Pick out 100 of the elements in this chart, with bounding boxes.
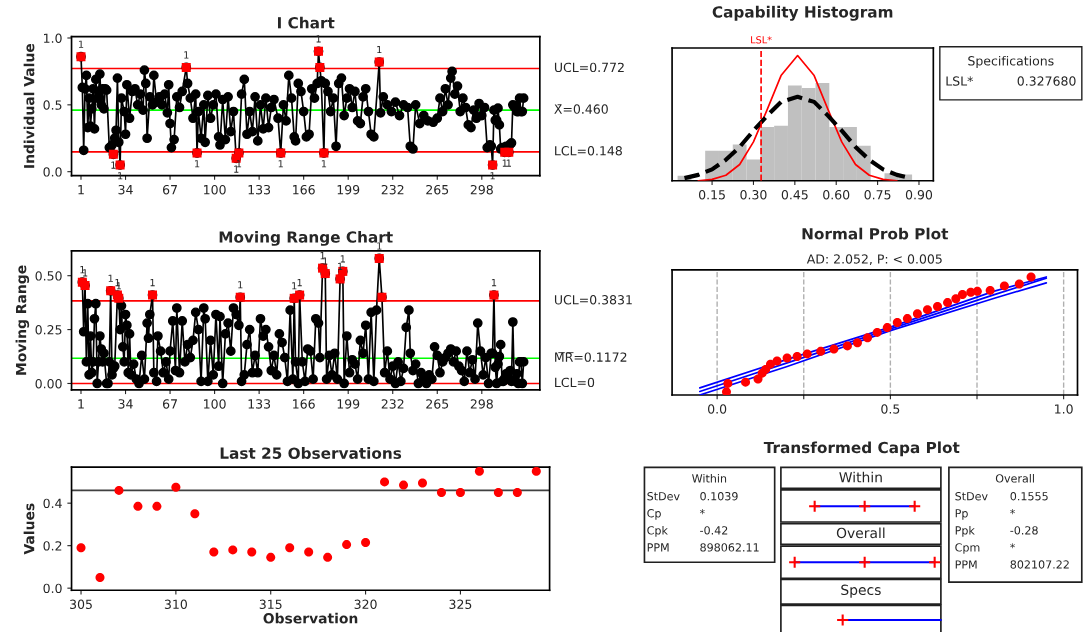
x-tick-label: 0.15 bbox=[698, 190, 725, 200]
annotation: 1 bbox=[184, 51, 189, 59]
y-tick-label: 0.4 bbox=[43, 498, 62, 509]
annotation: 1 bbox=[236, 160, 242, 168]
x-tick-label: 320 bbox=[354, 599, 377, 609]
y-axis-title: Values bbox=[23, 503, 35, 555]
text: Cpk bbox=[647, 525, 668, 537]
ref-line-label: X̄=0.460 bbox=[554, 104, 608, 114]
text: 898062.11 bbox=[700, 543, 759, 552]
x-tick-label: 0.30 bbox=[740, 190, 767, 200]
chart-title: I Chart bbox=[277, 16, 335, 29]
y-tick-label: 0.2 bbox=[43, 541, 62, 551]
x-tick-label: 315 bbox=[259, 599, 282, 609]
x-tick-label: 0.45 bbox=[781, 190, 808, 200]
ref-line-label: LCL=0.148 bbox=[555, 146, 622, 156]
annotation: 1 bbox=[80, 266, 85, 274]
text: Within bbox=[839, 471, 882, 483]
y-tick-label: 0.00 bbox=[35, 378, 62, 389]
text: 802107.22 bbox=[1010, 560, 1069, 569]
text: Within bbox=[692, 474, 727, 483]
x-tick-label: 0.90 bbox=[905, 190, 933, 200]
x-tick-label: 1.0 bbox=[1055, 404, 1073, 414]
x-tick-label: 166 bbox=[293, 399, 315, 409]
x-tick-label: 232 bbox=[381, 184, 404, 195]
x-tick-label: 305 bbox=[70, 599, 92, 609]
x-tick-label: 310 bbox=[164, 599, 187, 609]
text: -0.42 bbox=[700, 526, 728, 535]
text: * bbox=[1010, 509, 1015, 515]
x-tick-label: 1 bbox=[78, 185, 84, 195]
annotation: 1 bbox=[278, 160, 283, 168]
x-tick-label: 325 bbox=[449, 599, 472, 609]
text: -0.28 bbox=[1010, 526, 1038, 535]
ref-line-label: UCL=0.3831 bbox=[554, 295, 632, 305]
y-axis-title: Individual Value bbox=[23, 43, 35, 168]
text: PPM bbox=[955, 560, 977, 569]
text: PPM bbox=[647, 543, 669, 552]
x-tick-label: 166 bbox=[293, 184, 315, 195]
x-tick-label: 67 bbox=[162, 184, 177, 195]
text: * bbox=[699, 509, 705, 515]
text: StDev bbox=[955, 492, 988, 501]
annotation: 1 bbox=[338, 262, 343, 270]
x-tick-label: 67 bbox=[162, 399, 177, 409]
text: Transformed Capa Plot bbox=[763, 441, 960, 457]
annotation: 1 bbox=[377, 242, 382, 250]
annotation: 1 bbox=[238, 281, 243, 289]
chart-title: Capability Histogram bbox=[712, 5, 893, 21]
annotation: 1 bbox=[78, 40, 84, 48]
x-tick-label: 0.0 bbox=[708, 404, 727, 414]
text: LSL* bbox=[946, 76, 973, 86]
y-tick-label: 0.5 bbox=[43, 100, 62, 110]
chart-title: Last 25 Observations bbox=[220, 447, 402, 459]
text: * bbox=[1010, 543, 1015, 549]
x-tick-label: 100 bbox=[204, 184, 226, 195]
x-tick-label: 100 bbox=[204, 399, 226, 409]
text: Specs bbox=[841, 584, 881, 598]
annotation: 1 bbox=[111, 161, 116, 169]
text: Overall bbox=[836, 527, 885, 539]
annotation: 1 bbox=[340, 255, 345, 263]
x-tick-label: 298 bbox=[470, 399, 493, 409]
annotation: 1 bbox=[297, 279, 302, 287]
y-axis-title: Moving Range bbox=[15, 265, 30, 375]
annotation: 1 bbox=[321, 160, 327, 168]
text: 0.1555 bbox=[1010, 492, 1048, 501]
annotation: 1 bbox=[323, 257, 328, 265]
x-tick-label: 232 bbox=[381, 399, 404, 409]
annotation: 1 bbox=[502, 159, 507, 167]
annotation: 1 bbox=[292, 282, 297, 290]
text: 0.1039 bbox=[700, 492, 738, 501]
x-tick-label: 199 bbox=[337, 184, 360, 195]
annotation: 1 bbox=[491, 279, 497, 287]
y-tick-label: 0.50 bbox=[35, 271, 62, 281]
ref-line-label: LSL* bbox=[751, 36, 772, 44]
x-tick-label: 34 bbox=[118, 399, 133, 409]
x-axis-title: Observation bbox=[263, 612, 358, 624]
text: Cp bbox=[647, 509, 661, 520]
chart-subtitle: AD: 2.052, P: < 0.005 bbox=[806, 254, 942, 265]
ref-line-label: LCL=0 bbox=[555, 377, 595, 388]
text: StDev bbox=[647, 492, 680, 501]
text: Specifications bbox=[968, 55, 1054, 68]
x-tick-label: 0.60 bbox=[823, 190, 850, 200]
annotation: 1 bbox=[108, 274, 113, 282]
x-tick-label: 265 bbox=[426, 184, 449, 195]
x-tick-label: 298 bbox=[470, 184, 493, 195]
x-tick-label: 133 bbox=[248, 184, 271, 195]
x-tick-label: 199 bbox=[337, 399, 360, 409]
text: Ppk bbox=[955, 525, 975, 537]
annotation: 1 bbox=[195, 160, 200, 168]
annotation: 1 bbox=[118, 172, 123, 180]
annotation: 1 bbox=[234, 165, 239, 173]
annotation: 1 bbox=[150, 279, 155, 287]
annotation: 1 bbox=[490, 172, 495, 180]
annotation: 1 bbox=[506, 159, 511, 167]
annotation: 1 bbox=[377, 46, 382, 54]
x-tick-label: 133 bbox=[248, 399, 271, 409]
x-tick-label: 1 bbox=[78, 399, 84, 409]
annotation: 1 bbox=[320, 252, 325, 260]
ref-line-label: UCL=0.772 bbox=[554, 62, 624, 73]
y-tick-label: 0.25 bbox=[35, 325, 62, 335]
annotation: 1 bbox=[316, 35, 321, 43]
chart-title: Normal Prob Plot bbox=[802, 227, 949, 240]
